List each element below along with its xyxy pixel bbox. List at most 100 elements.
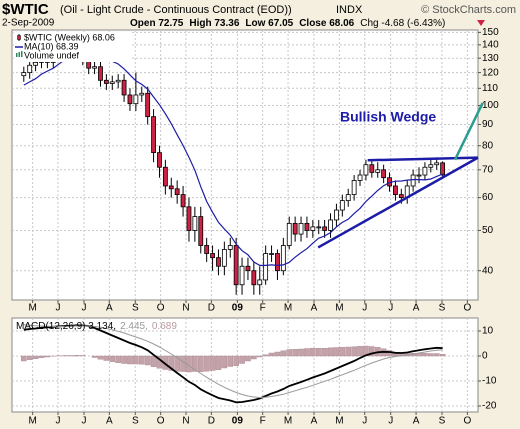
x-tick-label: A: [413, 303, 420, 314]
histogram-bar: [62, 355, 68, 357]
y-tick-label: -20: [482, 401, 497, 412]
histogram-bar: [79, 355, 86, 357]
histogram-bar: [327, 347, 334, 357]
histogram-bar: [127, 355, 133, 365]
candle-body: [127, 94, 133, 105]
histogram-bar: [292, 349, 298, 357]
histogram-bar: [439, 354, 446, 357]
y-tick-label: 80: [482, 140, 494, 151]
candle-body: [292, 222, 298, 235]
line: [23, 324, 443, 399]
legend-label: MA(10) 68.39: [24, 41, 79, 51]
candle-body: [351, 180, 357, 196]
candle-body: [298, 222, 304, 235]
candle-body: [109, 81, 115, 84]
candle-body: [92, 66, 97, 69]
quote-item: Low 67.05: [245, 18, 293, 29]
histogram-bar: [262, 354, 269, 357]
candle-body: [139, 92, 145, 96]
trendline: [367, 156, 479, 162]
histogram-bar: [321, 348, 328, 357]
y-tick-label: 40: [482, 265, 494, 276]
histogram-bar: [180, 355, 186, 372]
y-tick-label: 70: [482, 164, 494, 175]
histogram-bar: [20, 355, 27, 362]
candle-body: [133, 94, 139, 105]
x-tick-label: S: [439, 303, 446, 314]
candle-body: [27, 64, 33, 74]
candle-body: [257, 279, 263, 286]
candle-body: [339, 200, 345, 211]
histogram-bar: [32, 355, 39, 359]
candle-body: [198, 216, 204, 246]
y-tick-label: 50: [482, 225, 494, 236]
candle-body: [239, 265, 245, 286]
x-tick-label: 09: [232, 416, 244, 427]
histogram-bar: [333, 347, 340, 357]
candle-body: [369, 164, 375, 173]
histogram-bar: [68, 355, 74, 357]
legend-label: $WTIC (Weekly) 68.06: [24, 32, 115, 42]
candle-body: [304, 222, 310, 231]
histogram-bar: [44, 355, 51, 358]
x-tick-label: M: [284, 416, 292, 427]
x-tick-label: M: [28, 303, 36, 314]
trendline: [453, 102, 484, 161]
y-tick-label: 140: [482, 39, 499, 50]
legend-label: 0.689: [152, 321, 177, 332]
annotation: Bullish Wedge: [340, 109, 436, 125]
histogram-bar: [298, 348, 304, 357]
candle-body: [322, 226, 328, 231]
histogram-bar: [38, 355, 45, 358]
histogram-bar: [192, 355, 198, 372]
security-name: (Oil - Light Crude - Continuous Contract…: [60, 4, 292, 16]
x-tick-label: O: [157, 303, 165, 314]
x-tick-label: A: [311, 303, 318, 314]
histogram-bar: [357, 346, 363, 357]
histogram-bar: [209, 355, 216, 371]
x-tick-label: A: [413, 416, 420, 427]
histogram-bar: [428, 353, 434, 357]
credit: © StockCharts.com: [421, 4, 516, 16]
candle-body: [334, 209, 339, 221]
histogram-bar: [251, 355, 257, 360]
candle-body: [357, 174, 363, 181]
histogram-bar: [239, 355, 245, 364]
legend: MACD(12,26,9) 3.134, 2.445, 0.689: [16, 321, 177, 332]
y-tick-label: 150: [482, 27, 499, 38]
candle-body: [310, 226, 316, 231]
histogram-bar: [133, 355, 139, 365]
exchange: INDX: [336, 4, 363, 16]
candle-body: [174, 188, 180, 196]
x-tick-label: F: [260, 416, 266, 427]
histogram-bar: [345, 346, 352, 357]
x-tick-label: A: [311, 416, 318, 427]
histogram-bar: [280, 350, 287, 357]
x-tick-label: M: [335, 416, 343, 427]
histogram-bar: [144, 355, 151, 366]
histogram-bar: [115, 355, 121, 363]
x-tick-label: N: [182, 416, 189, 427]
histogram-bar: [174, 355, 180, 372]
y-tick-label: 60: [482, 192, 494, 203]
histogram-bar: [74, 355, 80, 357]
quote-item: Open 72.75: [130, 18, 184, 29]
y-tick-label: 10: [482, 326, 494, 337]
x-tick-label: J: [56, 416, 61, 427]
legend-label: MACD(12,26,9) 3.134,: [16, 321, 116, 332]
histogram-bar: [168, 355, 175, 371]
histogram-bar: [138, 355, 145, 365]
x-tick-label: A: [106, 303, 113, 314]
y-tick-label: 0: [482, 351, 488, 362]
candle-body: [393, 185, 398, 196]
candle-body: [162, 166, 168, 187]
macd-panel: [11, 317, 479, 413]
legend-swatch: [21, 51, 23, 57]
legend-swatch: [18, 52, 20, 57]
candle-body: [251, 270, 257, 286]
y-tick-label: 110: [482, 83, 498, 94]
x-tick-label: M: [28, 416, 36, 427]
candle-body: [98, 66, 103, 81]
x-tick-label: M: [335, 303, 343, 314]
